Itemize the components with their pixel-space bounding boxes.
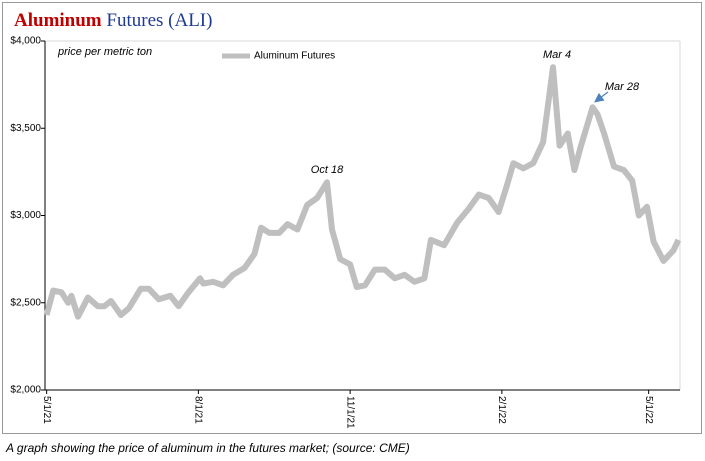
y-tick-label: $4,000 <box>10 36 41 47</box>
chart-frame <box>2 2 702 434</box>
title-rest: Futures (ALI) <box>106 10 212 31</box>
legend-label: Aluminum Futures <box>254 51 335 62</box>
annotation: Oct 18 <box>311 164 344 176</box>
chart-title: Aluminum Futures (ALI) <box>14 10 212 31</box>
x-tick-label: 8/1/21 <box>193 396 204 424</box>
annotation-arrow <box>594 91 609 103</box>
x-tick-label: 2/1/22 <box>496 396 507 424</box>
y-tick-label: $3,000 <box>10 210 41 221</box>
y-tick-label: $2,500 <box>10 297 41 308</box>
subtitle: price per metric ton <box>57 46 152 58</box>
title-highlight: Aluminum <box>14 10 102 31</box>
y-tick-label: $2,000 <box>10 385 41 396</box>
x-tick-label: 5/1/21 <box>41 396 52 424</box>
x-tick-label: 5/1/22 <box>643 396 654 424</box>
caption: A graph showing the price of aluminum in… <box>5 441 410 455</box>
y-tick-label: $3,500 <box>10 123 41 134</box>
x-tick-label: 11/1/21 <box>344 396 355 429</box>
series-line <box>43 64 682 320</box>
annotation: Mar 4 <box>543 49 571 61</box>
annotation: Mar 28 <box>605 81 640 93</box>
